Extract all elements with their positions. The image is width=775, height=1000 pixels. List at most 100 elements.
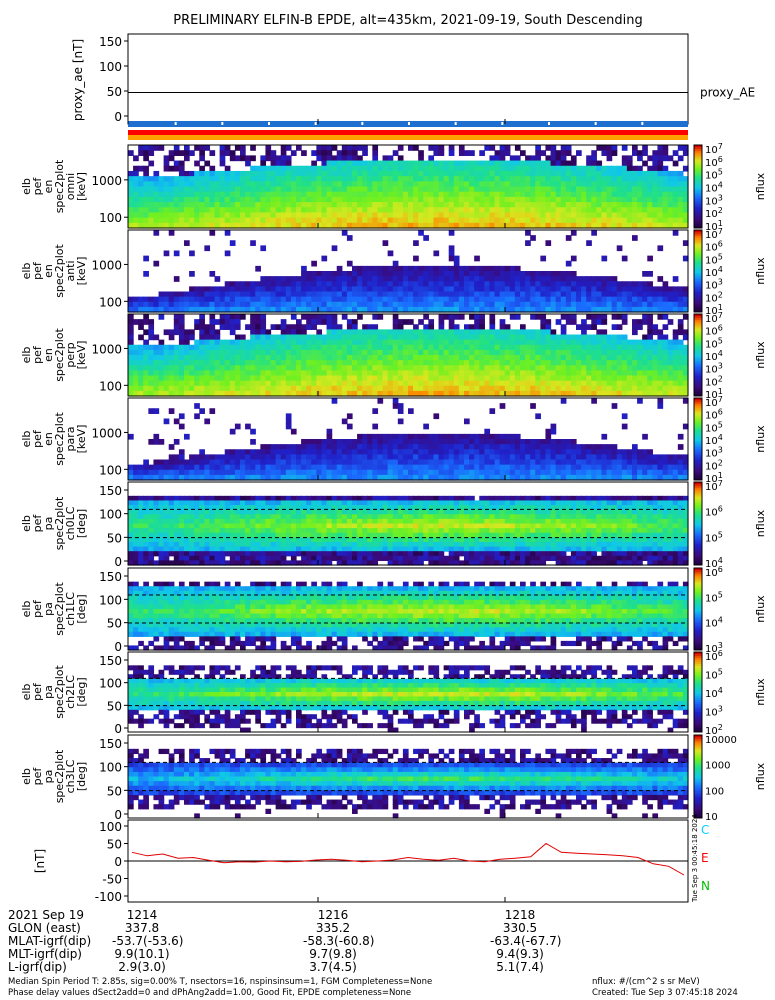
spectrogram-cell (652, 469, 659, 476)
spectrogram-cell (550, 444, 557, 450)
spectrogram-cell (596, 474, 603, 481)
spectrogram-cell (189, 191, 195, 198)
spectrogram-cell (626, 355, 633, 361)
spectrogram-cell (464, 329, 470, 336)
spectrogram-cell (397, 464, 404, 471)
spectrogram-cell (199, 196, 205, 203)
spectrogram-cell (637, 202, 643, 208)
panel-ylabel: omni (64, 173, 77, 200)
spectrogram-cell (387, 291, 394, 298)
spectrogram-cell (514, 181, 521, 188)
spectrogram-cell (509, 433, 516, 440)
spectrogram-cell (682, 212, 689, 219)
spectrogram-cell (514, 365, 521, 371)
spectrogram-cell (189, 380, 195, 387)
spectrogram-cell (596, 222, 603, 229)
spectrogram-cell (204, 207, 211, 214)
panel-frame (127, 144, 689, 229)
spectrogram-cell (555, 344, 562, 351)
spectrogram-cell (530, 291, 536, 298)
spectrogram-cell (250, 459, 256, 466)
spectrogram-cell (677, 375, 684, 382)
spectrogram-cell (443, 464, 450, 471)
spectrogram-cell (377, 344, 384, 351)
spectrogram-cell (525, 355, 531, 361)
spectrogram-cell (464, 191, 470, 198)
spectrogram-cell (199, 181, 205, 188)
spectrogram-cell (423, 324, 429, 330)
spectrogram-cell (285, 160, 292, 167)
spectrogram-cell (560, 454, 567, 461)
spectrogram-cell (199, 324, 205, 330)
spectrogram-cell (357, 339, 363, 346)
spectrogram-cell (545, 339, 552, 346)
spectrogram-cell (321, 365, 328, 371)
spectrogram-cell (550, 355, 557, 361)
spectrogram-cell (326, 390, 333, 397)
spectrogram-cell (474, 334, 480, 341)
spectrogram-cell (255, 291, 261, 298)
spectrogram-cell (306, 375, 312, 382)
spectrogram-cell (525, 276, 531, 282)
spectrogram-cell (357, 459, 363, 466)
spectrogram-cell (214, 319, 221, 325)
spectrogram-cell (326, 296, 333, 303)
spectrogram-cell (642, 334, 648, 341)
spectrogram-cell (311, 459, 317, 466)
spectrogram-cell (469, 276, 475, 282)
spectrogram-cell (199, 365, 205, 371)
spectrogram-cell (194, 324, 200, 330)
spectrogram-cell (616, 390, 623, 397)
spectrogram-cell (621, 464, 628, 471)
spectrogram-cell (377, 222, 384, 229)
spectrogram-cell (367, 271, 373, 277)
spectrogram-cell (265, 329, 272, 336)
spectrogram-cell (306, 390, 312, 397)
spectrogram-cell (158, 222, 165, 229)
spectrogram-cell (346, 186, 353, 193)
spectrogram-cell (189, 296, 195, 303)
spectrogram-cell (341, 375, 348, 382)
spectrogram-cell (290, 355, 297, 361)
spectrogram-cell (280, 339, 287, 346)
spectrogram-cell (336, 301, 343, 308)
spectrogram-cell (570, 319, 577, 325)
spectrogram-cell (229, 301, 236, 308)
spectrogram-cell (255, 355, 261, 361)
spectrogram-cell (576, 390, 582, 397)
spectrogram-cell (194, 464, 200, 471)
spectrogram-cell (240, 474, 246, 481)
spectrogram-cell (525, 385, 531, 392)
spectrogram-cell (581, 339, 587, 346)
spectrogram-cell (234, 469, 241, 476)
spectrogram-cell (158, 196, 165, 203)
spectrogram-cell (285, 176, 292, 182)
spectrogram-cell (677, 202, 684, 208)
spectrogram-cell (270, 291, 277, 298)
spectrogram-cell (550, 186, 557, 193)
spectrogram-cell (642, 217, 648, 224)
spectrogram-cell (143, 314, 149, 320)
spectrogram-cell (540, 276, 547, 282)
colorbar-tick-label: 106 (705, 324, 723, 338)
spectrogram-cell (637, 449, 643, 455)
spectrogram-cell (362, 145, 368, 151)
chart-title: PRELIMINARY ELFIN-B EPDE, alt=435km, 202… (173, 13, 643, 28)
spectrogram-cell (596, 276, 603, 282)
spectrogram-cell (352, 196, 358, 203)
spectrogram-cell (133, 170, 139, 177)
colorbar-cell (694, 373, 702, 376)
spectrogram-cell (270, 217, 277, 224)
spectrogram-cell (392, 212, 399, 219)
spectrogram-cell (443, 339, 450, 346)
spectrogram-cell (219, 160, 226, 167)
spectrogram-cell (504, 165, 511, 172)
spectrogram-cell (352, 296, 358, 303)
spectrogram-cell (458, 165, 465, 172)
spectrogram-cell (357, 370, 363, 377)
spectrogram-cell (494, 155, 501, 162)
spectrogram-cell (586, 202, 592, 208)
spectrogram-cell (275, 454, 282, 461)
spectrogram-cell (418, 196, 424, 203)
spectrogram-cell (270, 286, 277, 293)
